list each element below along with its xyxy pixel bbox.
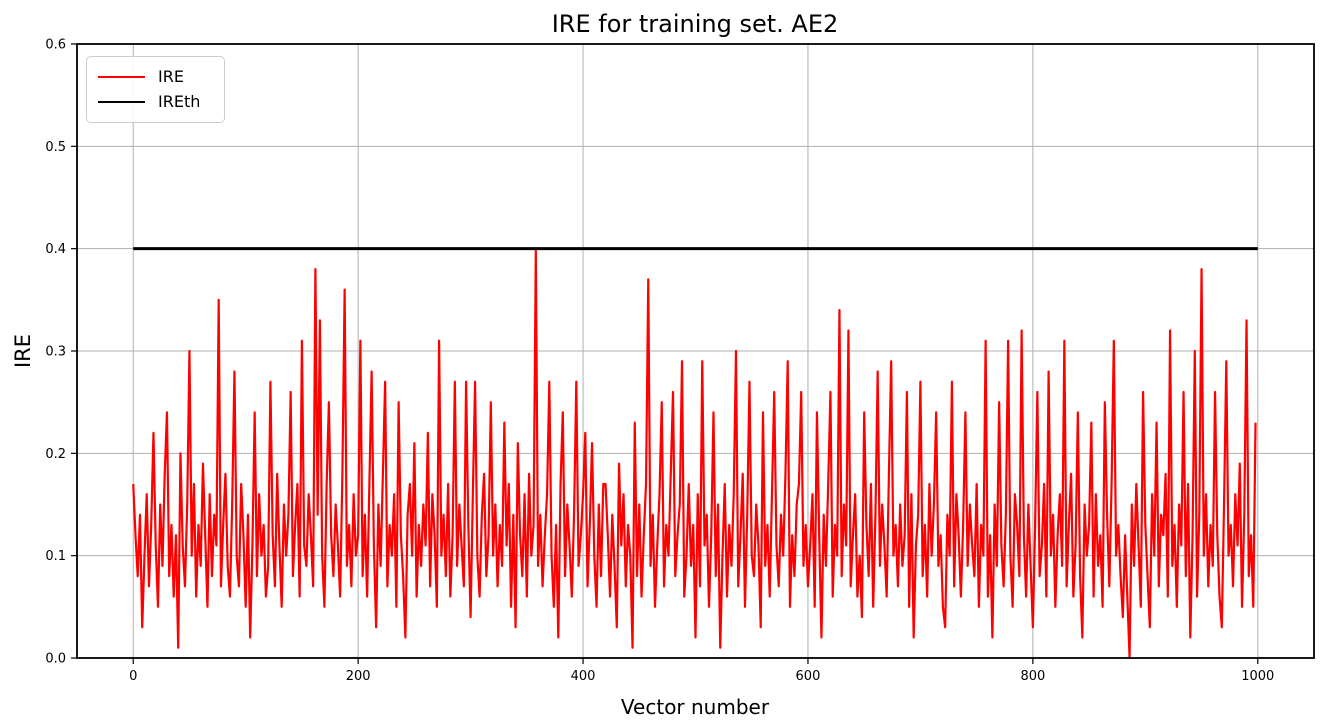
- legend: IRE IREth: [86, 56, 225, 123]
- x-tick-label: 800: [1020, 669, 1045, 684]
- x-tick-label: 400: [571, 669, 596, 684]
- x-tick-label: 0: [129, 669, 137, 684]
- y-tick-label: 0.4: [45, 242, 66, 257]
- x-axis-label: Vector number: [621, 695, 770, 719]
- y-tick-label: 0.5: [45, 140, 66, 155]
- chart-title: IRE for training set. AE2: [552, 10, 839, 38]
- ire-series-line: [132, 249, 1257, 660]
- y-tick-label: 0.2: [45, 447, 66, 462]
- ireth-line-swatch: [98, 101, 145, 103]
- y-tick-label: 0.0: [45, 652, 66, 667]
- y-tick-label: 0.1: [45, 549, 66, 564]
- legend-label-ireth: IREth: [158, 92, 201, 111]
- y-tick-label: 0.3: [45, 345, 66, 360]
- x-tick-label: 1000: [1241, 669, 1274, 684]
- legend-item-ire: IRE: [98, 66, 214, 88]
- grid: [77, 43, 1314, 659]
- y-axis-label: IRE: [11, 334, 35, 368]
- y-tick-label: 0.6: [45, 38, 66, 53]
- x-tick-label: 600: [796, 669, 821, 684]
- tick-labels: 0 200 400 600 800 1000 0.0 0.1 0.2 0.3 0.4 0.5 0.6: [45, 38, 1274, 685]
- legend-label-ire: IRE: [158, 67, 184, 86]
- x-tick-label: 200: [346, 669, 371, 684]
- legend-item-ireth: IREth: [98, 91, 214, 113]
- ire-line-swatch: [98, 76, 145, 78]
- tick-marks: [71, 43, 1259, 664]
